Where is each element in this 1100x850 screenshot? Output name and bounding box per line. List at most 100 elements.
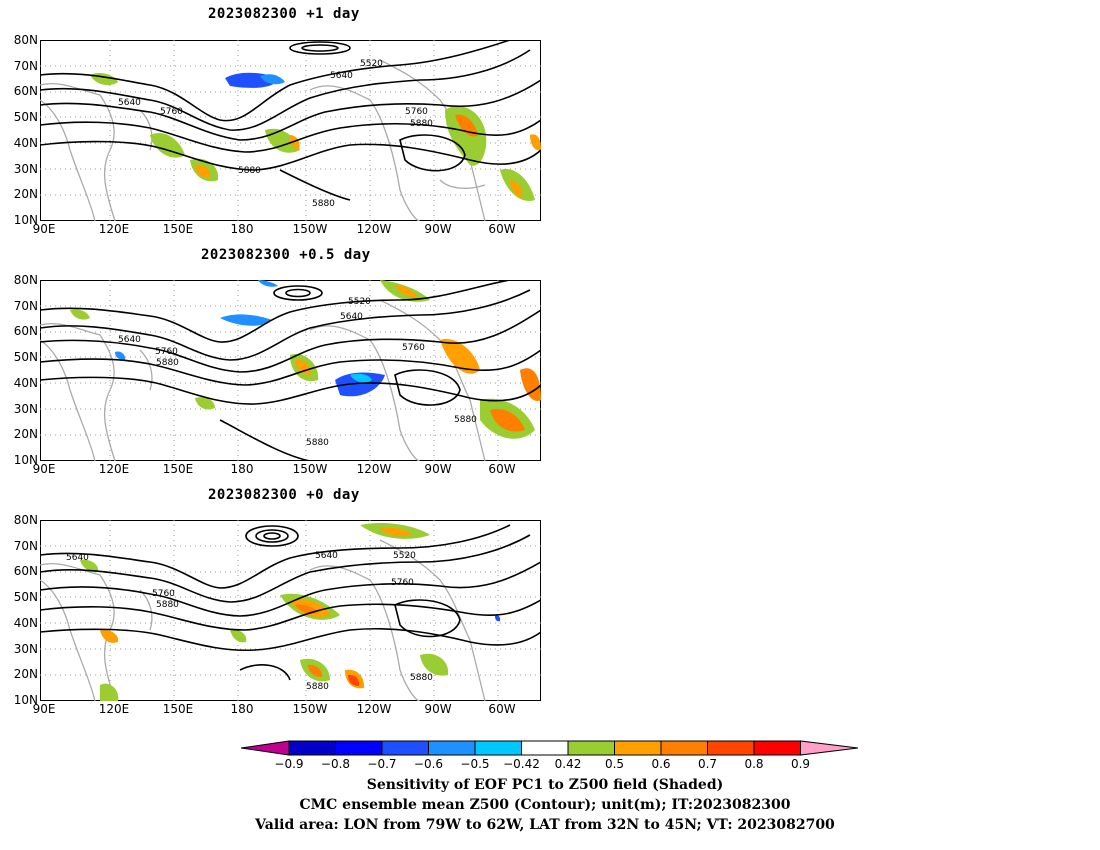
sensitivity-shading-2 [70,280,541,439]
lon-label: 60W [488,462,516,476]
colorbar-tick-label: −0.8 [320,757,351,771]
svg-text:5640: 5640 [340,312,363,322]
lon-label: 120E [98,702,130,716]
map-canvas-2: 5520 5640 5640 5760 5760 5880 5880 5880 [40,280,541,461]
lon-label: 60W [488,702,516,716]
lon-label: 90E [32,702,56,716]
map-canvas-3: 5640 5640 5520 5760 5760 5880 5880 5880 [40,520,541,701]
lon-label: 180 [230,702,254,716]
lat-label: 40N [13,135,38,150]
colorbar-tick-label: 0.8 [744,757,764,771]
svg-text:5640: 5640 [118,98,141,108]
svg-text:5760: 5760 [155,347,178,357]
lon-label: 150E [162,222,194,236]
svg-text:5760: 5760 [405,107,428,117]
lat-label: 20N [13,667,38,682]
svg-text:5760: 5760 [391,578,414,588]
colorbar-underflow [241,740,290,756]
svg-text:5880: 5880 [156,358,179,368]
lon-label: 120E [98,462,130,476]
svg-text:5880: 5880 [410,673,433,683]
panel-title-3: 2023082300 +0 day [208,487,360,503]
colorbar-tick-label: −0.7 [367,757,397,771]
svg-text:5760: 5760 [152,589,175,599]
lon-label: 90W [424,222,452,236]
sensitivity-shading-1 [90,72,541,201]
lat-label: 10N [13,452,38,467]
colorbar-box [288,740,336,756]
lon-label: 90W [424,702,452,716]
lat-label: 80N [13,273,38,287]
lat-label: 30N [13,401,38,416]
lat-label: 60N [13,84,38,99]
svg-text:5880: 5880 [156,600,179,610]
lon-label: 180 [230,222,254,236]
colorbar-box [428,740,476,756]
lat-label: 50N [13,350,38,365]
svg-text:5880: 5880 [306,438,329,448]
z500-contours-1 [40,40,541,201]
lat-label: 40N [13,615,38,630]
svg-text:5520: 5520 [360,59,383,69]
svg-text:5640: 5640 [118,335,141,345]
colorbar-box [474,740,522,756]
svg-text:5760: 5760 [402,343,425,353]
footer-line-1: Sensitivity of EOF PC1 to Z500 field (Sh… [366,777,724,793]
lon-label: 120W [356,702,392,716]
svg-text:5520: 5520 [348,297,371,307]
map-panel-1: 5520 5640 5640 5760 5760 5880 5880 5880 [40,40,541,221]
svg-text:5880: 5880 [454,415,477,425]
lon-label: 120W [356,222,392,236]
lon-label: 150W [292,222,328,236]
svg-text:5640: 5640 [330,71,353,81]
panel-title-2: 2023082300 +0.5 day [201,247,371,263]
colorbar [241,740,859,756]
lat-label: 10N [13,692,38,707]
lat-label: 70N [13,538,38,553]
colorbar-box [381,740,429,756]
lon-label: 150E [162,702,194,716]
lat-label: 30N [13,641,38,656]
lat-label: 70N [13,58,38,73]
lon-label: 180 [230,462,254,476]
colorbar-box [335,740,383,756]
colorbar-tick-label: −0.5 [460,757,490,771]
lon-label: 60W [488,222,516,236]
lat-label: 20N [13,187,38,202]
colorbar-box [707,740,755,756]
colorbar-tick-label: 0.7 [697,757,718,771]
panel-title-1: 2023082300 +1 day [208,6,360,22]
z500-contours-2 [40,280,541,461]
lon-label: 150E [162,462,194,476]
svg-text:5880: 5880 [410,119,433,129]
map-panel-2: 5520 5640 5640 5760 5760 5880 5880 5880 [40,280,541,461]
svg-text:5760: 5760 [160,107,183,117]
svg-text:5880: 5880 [306,682,329,692]
colorbar-tick-label: −0.42 [503,757,540,771]
map-canvas-1: 5520 5640 5640 5760 5760 5880 5880 5880 [40,40,541,221]
lon-label: 120W [356,462,392,476]
colorbar-tick-label: −0.9 [274,757,304,771]
colorbar-overflow [800,740,859,756]
lat-label: 70N [13,298,38,313]
colorbar-tick-label: 0.42 [554,757,582,771]
lat-label: 50N [13,110,38,125]
svg-text:5880: 5880 [238,166,261,176]
lat-label: 30N [13,161,38,176]
colorbar-tick-label: 0.5 [604,757,625,771]
colorbar-box [567,740,615,756]
colorbar-box [660,740,708,756]
svg-text:5880: 5880 [312,199,335,209]
lon-label: 90E [32,222,56,236]
lon-label: 150W [292,702,328,716]
footer-line-3: Valid area: LON from 79W to 62W, LAT fro… [255,817,835,833]
lon-label: 150W [292,462,328,476]
lat-label: 60N [13,564,38,579]
lat-label: 80N [13,33,38,47]
svg-text:5640: 5640 [315,551,338,561]
lat-label: 80N [13,513,38,527]
lat-label: 50N [13,590,38,605]
colorbar-box [753,740,801,756]
colorbar-tick-label: 0.6 [651,757,671,771]
svg-text:5640: 5640 [66,553,89,563]
